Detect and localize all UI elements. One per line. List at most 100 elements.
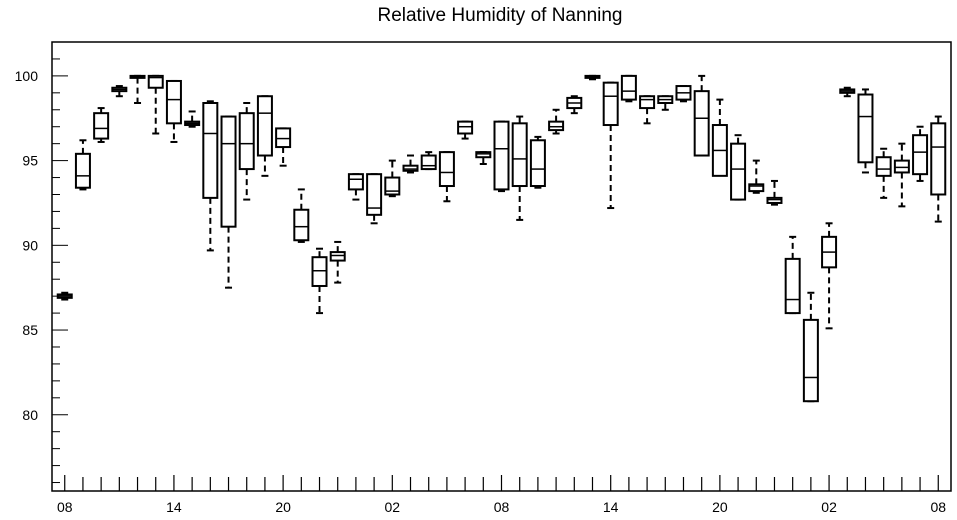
box-body xyxy=(875,156,892,177)
box xyxy=(748,159,765,194)
box xyxy=(311,247,328,315)
box xyxy=(165,79,182,143)
box-body xyxy=(857,93,874,164)
y-axis: 80 85 90 95 100 xyxy=(15,41,68,484)
box-body xyxy=(475,151,492,159)
box xyxy=(511,115,528,221)
box xyxy=(566,95,583,115)
box-body xyxy=(602,81,619,127)
box xyxy=(111,85,128,98)
box xyxy=(839,86,856,98)
box xyxy=(711,98,728,177)
box xyxy=(275,127,292,167)
box-body xyxy=(220,115,237,228)
plot-frame xyxy=(51,41,952,492)
box xyxy=(584,74,601,81)
box xyxy=(93,107,110,143)
box-body xyxy=(93,112,110,140)
box xyxy=(293,188,310,243)
box-body xyxy=(766,196,783,204)
box-body xyxy=(329,251,346,262)
x-tick-label: 08 xyxy=(57,499,73,515)
x-tick-label: 14 xyxy=(166,499,182,515)
box xyxy=(366,173,383,225)
box-body xyxy=(548,120,565,132)
box-body xyxy=(147,74,164,89)
box-body xyxy=(275,127,292,149)
box-body xyxy=(384,176,401,196)
box xyxy=(420,151,437,171)
box-body xyxy=(311,256,328,287)
box xyxy=(384,159,401,198)
box xyxy=(475,151,492,165)
box xyxy=(56,291,73,301)
box-body xyxy=(202,101,219,199)
box xyxy=(620,74,637,103)
x-tick-label: 08 xyxy=(494,499,510,515)
box-body xyxy=(639,95,656,110)
box xyxy=(912,125,929,182)
box-body xyxy=(347,173,364,191)
box xyxy=(329,240,346,284)
box xyxy=(493,120,510,193)
box-body xyxy=(529,139,546,188)
box xyxy=(184,110,201,128)
box xyxy=(821,222,838,330)
box xyxy=(202,100,219,252)
box xyxy=(784,235,801,315)
box-body xyxy=(930,122,947,196)
box xyxy=(74,139,91,191)
box xyxy=(602,81,619,210)
x-tick-label: 02 xyxy=(385,499,401,515)
box xyxy=(893,142,910,208)
x-tick-label: 14 xyxy=(603,499,619,515)
box xyxy=(129,74,146,104)
box xyxy=(657,95,674,111)
y-tick-label: 85 xyxy=(22,322,38,338)
y-tick-label: 90 xyxy=(22,237,38,253)
box xyxy=(639,95,656,125)
box xyxy=(238,101,255,201)
box xyxy=(875,147,892,199)
box-body xyxy=(511,122,528,188)
box xyxy=(457,120,474,140)
x-tick-label: 20 xyxy=(712,499,728,515)
x-tick-label: 08 xyxy=(930,499,946,515)
chart-title: Relative Humidity of Nanning xyxy=(377,5,622,26)
box-body xyxy=(620,74,637,101)
box xyxy=(548,108,565,135)
y-tick-label: 100 xyxy=(15,68,39,84)
box-body xyxy=(693,90,710,157)
box xyxy=(730,134,747,201)
box xyxy=(529,135,546,189)
box-series xyxy=(56,74,947,403)
box-body xyxy=(893,159,910,174)
x-tick-label: 02 xyxy=(821,499,837,515)
box-body xyxy=(165,79,182,125)
box-body xyxy=(457,120,474,135)
box xyxy=(675,85,692,103)
box-body xyxy=(802,318,819,403)
box-body xyxy=(238,112,255,171)
x-tick-label: 20 xyxy=(275,499,291,515)
box-body xyxy=(420,154,437,171)
x-axis: 08 14 20 02 08 14 20 02 08 xyxy=(57,475,946,515)
box-body xyxy=(438,151,455,188)
box xyxy=(147,74,164,135)
box xyxy=(220,115,237,289)
box xyxy=(693,74,710,157)
box xyxy=(347,173,364,201)
box-body xyxy=(730,142,747,201)
box-body xyxy=(74,152,91,189)
box xyxy=(766,179,783,206)
box-body xyxy=(784,257,801,315)
box xyxy=(857,88,874,174)
box xyxy=(438,151,455,203)
box-body xyxy=(748,183,765,193)
box-body xyxy=(256,95,273,157)
box xyxy=(802,291,819,403)
box-body xyxy=(402,164,419,172)
box-body xyxy=(912,134,929,176)
y-tick-label: 80 xyxy=(22,407,38,423)
